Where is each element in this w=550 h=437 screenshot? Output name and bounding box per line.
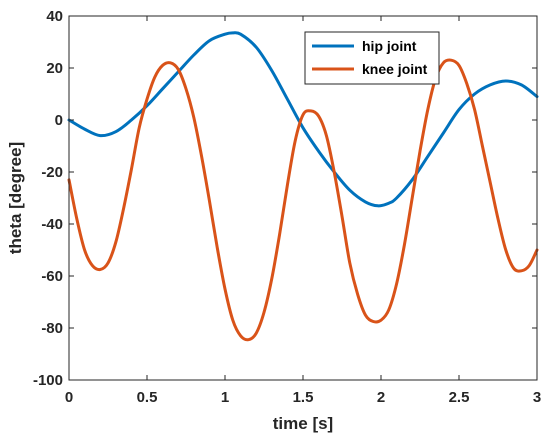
legend-label-hip-joint: hip joint (362, 38, 417, 54)
x-tick-label: 0.5 (137, 389, 158, 406)
y-tick-label: 40 (46, 8, 63, 25)
x-tick-label: 2 (377, 389, 385, 406)
y-tick-label: 20 (46, 60, 63, 77)
y-tick-label: 0 (55, 112, 63, 129)
y-tick-label: -20 (41, 164, 63, 181)
y-axis-title: theta [degree] (6, 142, 25, 254)
series-line-knee-joint (67, 58, 539, 342)
x-tick-label: 3 (533, 389, 541, 406)
series-line-hip-joint (67, 31, 539, 208)
x-tick-label: 0 (65, 389, 73, 406)
x-axis-title: time [s] (273, 414, 333, 433)
legend-box (304, 31, 440, 85)
x-tick-label: 2.5 (449, 389, 470, 406)
x-tick-label: 1.5 (293, 389, 314, 406)
series-layer (67, 31, 539, 342)
plot-area (69, 16, 537, 380)
x-tick-label: 1 (221, 389, 229, 406)
y-tick-label: -40 (41, 216, 63, 233)
y-tick-label: -60 (41, 268, 63, 285)
legend: hip joint knee joint (304, 31, 440, 85)
y-tick-label: -100 (33, 372, 63, 389)
legend-label-knee-joint: knee joint (362, 61, 428, 77)
y-tick-label: -80 (41, 320, 63, 337)
tick-layer: 0 0.5 1 1.5 2 2.5 3 -100 -80 -60 -40 -20 0 20 40 (33, 8, 541, 406)
